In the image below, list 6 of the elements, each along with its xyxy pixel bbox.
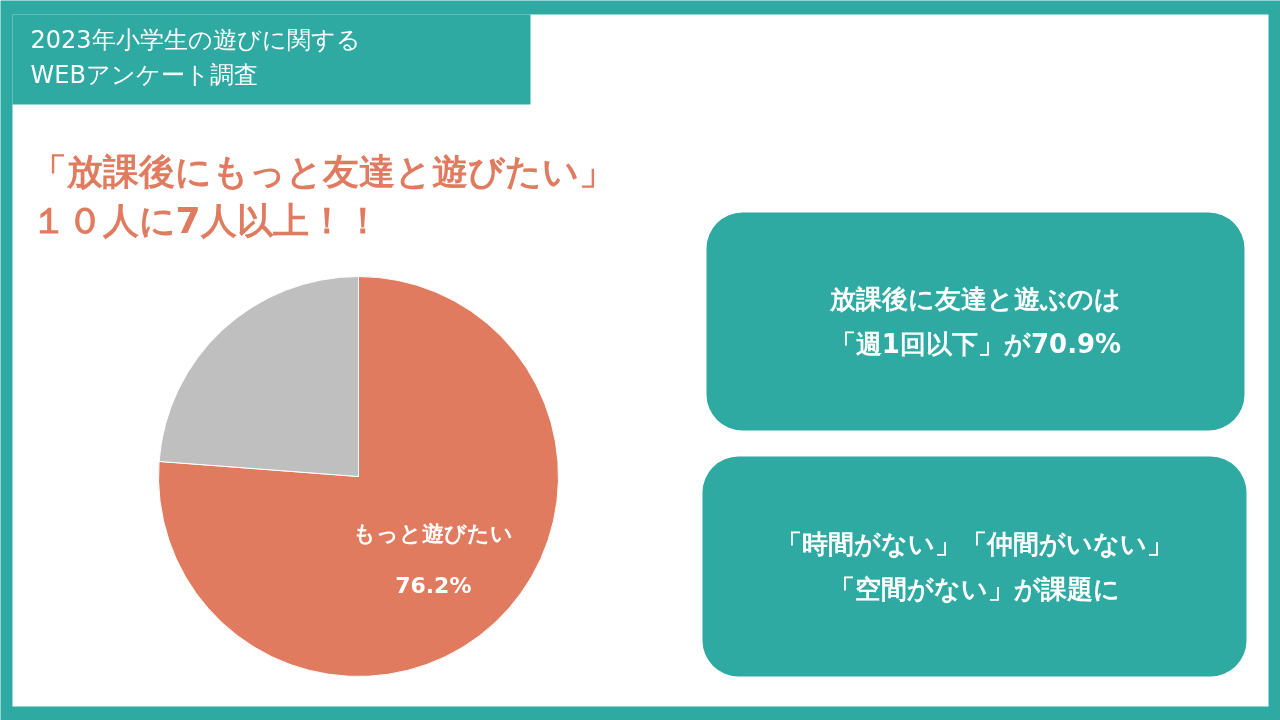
chart-title: 2023年小学生の遊びに関する WEBアンケート調査: [30, 25, 361, 89]
text: 「時間がない」「仲間がいない」「空間がない」が課題に: [776, 529, 1173, 604]
chart-subtitle: 「放課後にもっと友達と遊びたい」１０人に7人以上！！: [30, 150, 615, 241]
slice-label: もっと遊びたい: [353, 520, 514, 546]
text: 放課後に友達と遊ぶのは「週1回以下」が70.9%: [829, 284, 1122, 359]
data-label: 76.2%: [395, 572, 472, 598]
